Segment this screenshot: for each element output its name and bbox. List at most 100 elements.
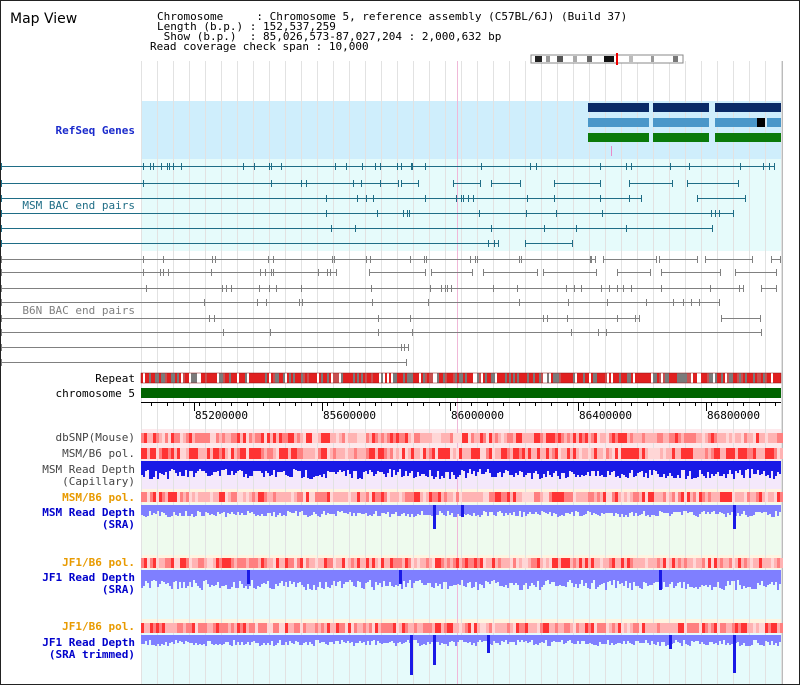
jf1-depth-trim-bar [461, 635, 463, 640]
repeat-segment [245, 373, 247, 383]
jf1-depth-trim-bar [313, 635, 315, 646]
polymorphism-cell [654, 558, 657, 568]
msm-depth-sra-bar [283, 505, 285, 515]
repeat-segment [657, 373, 659, 383]
jf1-depth-trim-bar [443, 635, 445, 644]
jf1-depth-sra-bar [663, 570, 665, 582]
repeat-segment [227, 373, 229, 383]
msm-depth-sra-bar [567, 505, 569, 513]
polymorphism-cell [411, 558, 414, 568]
polymorphism-cell [267, 492, 270, 502]
jf1-depth-sra-bar [573, 570, 575, 587]
jf1-depth-trim-bar [359, 635, 361, 641]
jf1-depth-trim-bar [397, 635, 399, 643]
track-label-jf1-depth-sra-1[interactable]: JF1 Read Depth [42, 571, 135, 584]
track-label-dbsnp[interactable]: dbSNP(Mouse) [55, 431, 135, 444]
polymorphism-cell [354, 558, 357, 568]
track-label-repeat[interactable]: Repeat [95, 372, 135, 385]
repeat-segment [413, 373, 415, 383]
track-label-refseq[interactable]: RefSeq Genes [55, 124, 135, 137]
jf1-depth-trim-bar [447, 635, 449, 646]
track-label-jf1-depth-trim-1[interactable]: JF1 Read Depth [42, 636, 135, 649]
jf1-depth-sra-bar [265, 570, 267, 584]
track-label-msm-depth-cap-1[interactable]: MSM Read Depth [42, 463, 135, 476]
track-label-b6n-bac[interactable]: B6N BAC end pairs [22, 304, 135, 317]
polymorphism-cell [270, 433, 273, 443]
track-label-jf1-b6-pol-1[interactable]: JF1/B6 pol. [62, 556, 135, 569]
msm-depth-capillary-bar [449, 461, 451, 479]
msm-depth-capillary-bar [237, 461, 239, 471]
msm-depth-sra-bar [365, 505, 367, 513]
msm-depth-capillary-bar [487, 461, 489, 469]
msm-depth-capillary-bar [141, 461, 143, 475]
polymorphism-cell [636, 558, 639, 568]
polymorphism-cell [306, 433, 309, 443]
polymorphism-cell [423, 433, 426, 443]
polymorphism-cell [324, 492, 327, 502]
repeat-segment [467, 373, 469, 383]
polymorphism-cell [255, 448, 258, 459]
repeat-segment [381, 373, 383, 383]
msm-depth-sra-bar [771, 505, 773, 517]
polymorphism-cell [204, 492, 207, 502]
repeat-segment [523, 373, 525, 383]
jf1-depth-sra-bar [633, 570, 635, 582]
repeat-segment [729, 373, 731, 383]
polymorphism-cell [444, 433, 447, 443]
polymorphism-cell [591, 558, 594, 568]
jf1-depth-sra-bar [315, 570, 317, 590]
polymorphism-cell [273, 558, 276, 568]
polymorphism-cell [768, 433, 771, 443]
polymorphism-cell [594, 558, 597, 568]
polymorphism-cell [459, 623, 462, 633]
polymorphism-cell [264, 448, 267, 459]
repeat-segment [151, 373, 153, 383]
repeat-segment [345, 373, 347, 383]
polymorphism-cell [216, 558, 219, 568]
polymorphism-cell [738, 558, 741, 568]
polymorphism-cell [261, 433, 264, 443]
polymorphism-cell [321, 433, 324, 443]
polymorphism-cell [357, 558, 360, 568]
jf1-depth-trim-bar [169, 635, 171, 643]
polymorphism-cell [144, 558, 147, 568]
repeat-segment [599, 373, 601, 383]
jf1-depth-trim-bar [221, 635, 223, 645]
polymorphism-cell [744, 492, 747, 502]
msm-depth-sra-bar [669, 505, 671, 516]
polymorphism-cell [480, 623, 483, 633]
polymorphism-cell [315, 448, 318, 459]
jf1-depth-sra-bar [493, 570, 495, 580]
repeat-segment [639, 373, 641, 383]
polymorphism-cell [312, 558, 315, 568]
polymorphism-cell [174, 492, 177, 502]
jf1-depth-trim-bar [563, 635, 565, 644]
polymorphism-cell [366, 448, 369, 459]
jf1-depth-sra-bar [673, 570, 675, 588]
msm-depth-capillary-bar [409, 461, 411, 473]
msm-depth-sra-bar [249, 505, 251, 513]
repeat-segment [211, 373, 213, 383]
track-label-msm-bac[interactable]: MSM BAC end pairs [22, 199, 135, 212]
jf1-depth-sra-bar [217, 570, 219, 582]
jf1-depth-sra-bar [189, 570, 191, 582]
track-label-msm-b6-pol-2[interactable]: MSM/B6 pol. [62, 491, 135, 504]
polymorphism-cell [141, 448, 144, 459]
msm-depth-sra-bar [709, 505, 711, 514]
jf1-depth-trim-bar [189, 635, 191, 643]
polymorphism-cell [561, 433, 564, 443]
track-label-chromosome[interactable]: chromosome 5 [55, 387, 135, 400]
msm-depth-capillary-bar [271, 461, 273, 475]
msm-depth-sra-bar [481, 505, 483, 515]
polymorphism-cell [294, 558, 297, 568]
track-label-msm-b6-pol-1[interactable]: MSM/B6 pol. [62, 447, 135, 460]
polymorphism-cell [231, 448, 234, 459]
polymorphism-cell [771, 433, 774, 443]
track-label-msm-depth-sra-1[interactable]: MSM Read Depth [42, 506, 135, 519]
polymorphism-cell [240, 623, 243, 633]
track-label-jf1-b6-pol-2[interactable]: JF1/B6 pol. [62, 620, 135, 633]
repeat-segment [391, 373, 393, 383]
repeat-segment [203, 373, 205, 383]
polymorphism-cell [756, 558, 759, 568]
